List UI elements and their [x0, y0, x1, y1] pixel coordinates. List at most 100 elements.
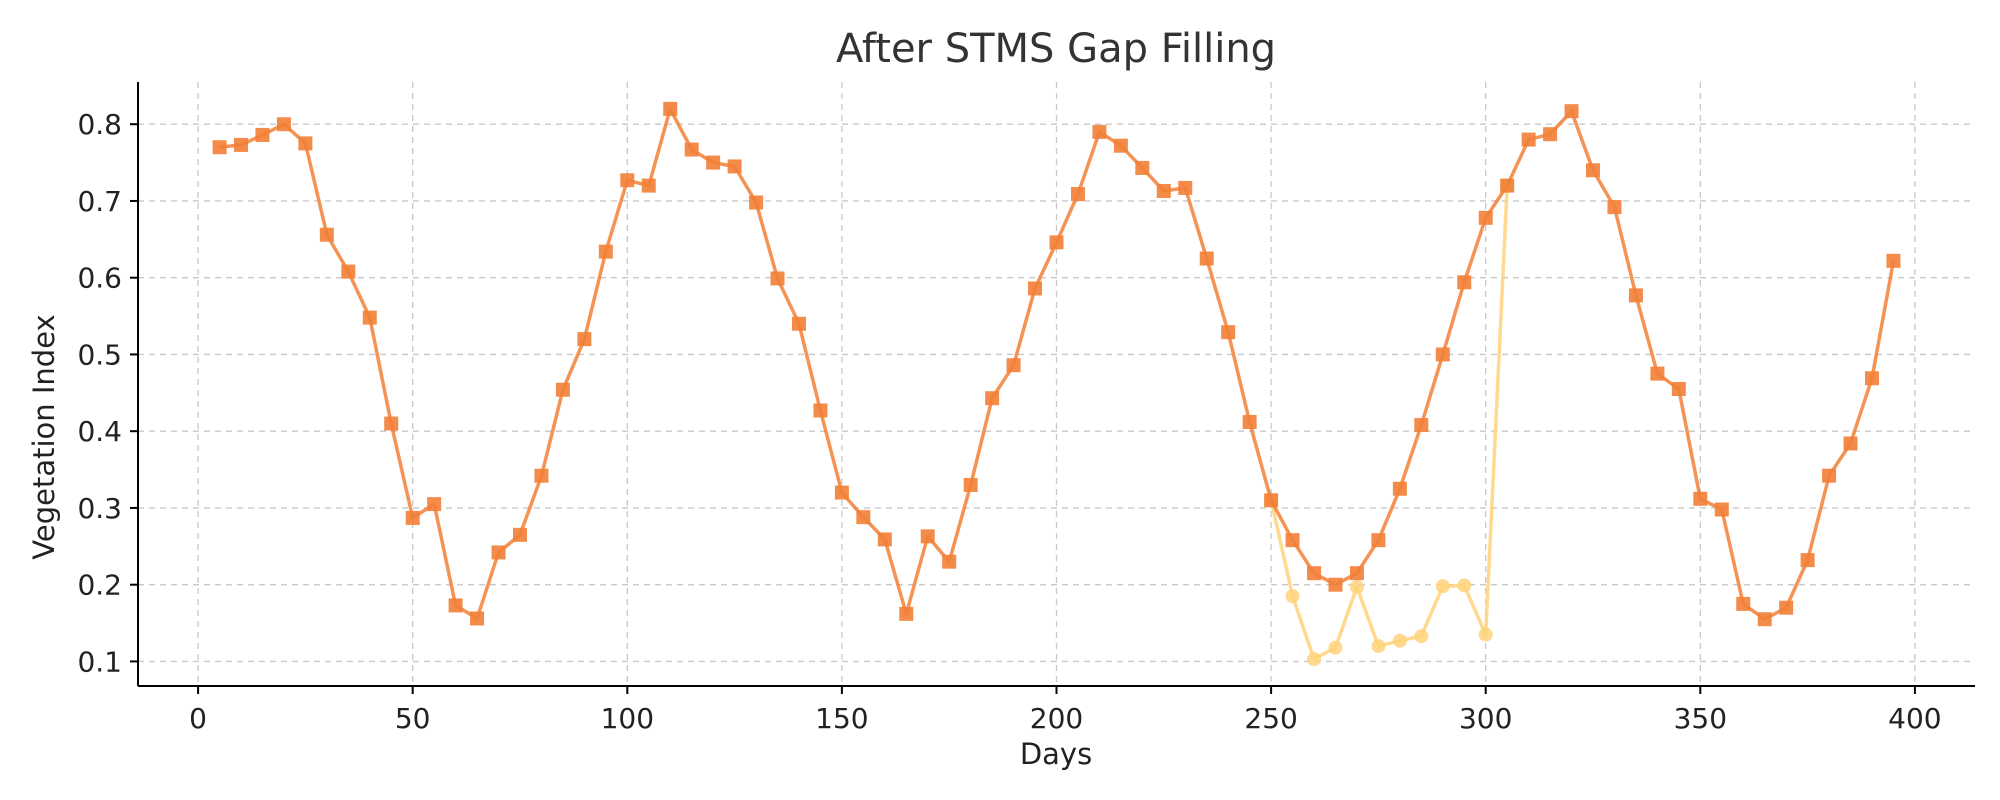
data-point	[1864, 371, 1879, 386]
data-point	[813, 403, 828, 418]
y-tick-label: 0.8	[77, 108, 122, 141]
data-point	[1822, 468, 1837, 483]
data-point	[1435, 347, 1450, 362]
series-0	[1264, 178, 1515, 667]
data-point	[770, 271, 785, 286]
data-point	[620, 173, 635, 188]
data-point	[834, 485, 849, 500]
x-axis-label: Days	[1020, 737, 1092, 771]
data-point	[1264, 493, 1279, 508]
data-point	[298, 136, 313, 151]
data-point	[427, 497, 442, 512]
chart-title: After STMS Gap Filling	[836, 26, 1276, 72]
data-point	[791, 316, 806, 331]
data-point	[942, 554, 957, 569]
data-point	[1435, 579, 1450, 594]
x-tick-label: 50	[395, 702, 431, 735]
data-point	[684, 142, 699, 157]
data-point	[1199, 251, 1214, 266]
axes: 0 50 100 150 200 250 300 350 400 0.1 0.2 0.3 0.4 0.5 0…	[77, 82, 1975, 735]
data-point	[1392, 481, 1407, 496]
data-point	[985, 391, 1000, 406]
x-tick-label: 200	[1030, 702, 1083, 735]
x-tick-label: 0	[189, 702, 207, 735]
data-point	[362, 310, 377, 325]
data-point	[727, 159, 742, 174]
data-point	[1564, 104, 1579, 119]
y-axis-label: Vegetation Index	[27, 314, 61, 559]
data-point	[1392, 633, 1407, 648]
data-point	[1371, 639, 1386, 654]
y-tick-label: 0.5	[77, 338, 122, 371]
data-point	[512, 527, 527, 542]
data-point	[1328, 577, 1343, 592]
data-point	[1586, 163, 1601, 178]
grid-lines	[138, 82, 1975, 686]
x-tick-label: 250	[1244, 702, 1297, 735]
data-point	[1693, 491, 1708, 506]
data-point	[1500, 178, 1515, 193]
data-point	[963, 477, 978, 492]
x-tick-label: 150	[815, 702, 868, 735]
data-point	[470, 611, 485, 626]
data-point	[1607, 200, 1622, 215]
x-tick-label: 400	[1888, 702, 1941, 735]
data-point	[1521, 132, 1536, 147]
data-point	[1886, 253, 1901, 268]
data-point	[1178, 180, 1193, 195]
data-point	[534, 468, 549, 483]
data-point	[1414, 418, 1429, 433]
data-point	[1328, 640, 1343, 655]
y-tick-label: 0.7	[77, 185, 122, 218]
data-point	[555, 382, 570, 397]
data-point	[319, 227, 334, 242]
data-point	[1457, 578, 1472, 593]
data-point	[1006, 358, 1021, 373]
data-point	[1156, 183, 1171, 198]
data-point	[1242, 414, 1257, 429]
data-point	[1800, 553, 1815, 568]
data-point	[1285, 533, 1300, 548]
data-point	[663, 101, 678, 116]
y-tick-label: 0.3	[77, 492, 122, 525]
series-layer	[212, 101, 1901, 667]
data-point	[1628, 288, 1643, 303]
data-point	[749, 195, 764, 210]
data-point	[1307, 566, 1322, 581]
x-tick-label: 350	[1674, 702, 1727, 735]
data-point	[1307, 652, 1322, 667]
data-point	[1736, 596, 1751, 611]
data-point	[1543, 127, 1558, 142]
data-point	[1349, 566, 1364, 581]
data-point	[1349, 579, 1364, 594]
y-tick-label: 0.4	[77, 415, 122, 448]
y-tick-label: 0.1	[77, 645, 122, 678]
data-point	[706, 155, 721, 170]
data-point	[212, 140, 227, 155]
data-point	[1714, 502, 1729, 517]
data-point	[1478, 627, 1493, 642]
data-point	[384, 416, 399, 431]
data-point	[1478, 210, 1493, 225]
data-point	[1113, 138, 1128, 153]
data-point	[234, 137, 249, 152]
data-point	[1757, 612, 1772, 627]
data-point	[920, 529, 935, 544]
data-point	[448, 598, 463, 613]
y-tick-label: 0.6	[77, 262, 122, 295]
data-point	[899, 606, 914, 621]
data-point	[255, 127, 270, 142]
data-point	[1843, 436, 1858, 451]
data-point	[1414, 629, 1429, 644]
data-point	[598, 244, 613, 259]
data-point	[641, 178, 656, 193]
data-point	[1221, 325, 1236, 340]
data-point	[1457, 275, 1472, 290]
series-line	[1269, 185, 1509, 661]
x-tick-label: 100	[601, 702, 654, 735]
data-point	[491, 545, 506, 560]
data-point	[341, 264, 356, 279]
data-point	[1049, 235, 1064, 250]
data-point	[1671, 381, 1686, 396]
